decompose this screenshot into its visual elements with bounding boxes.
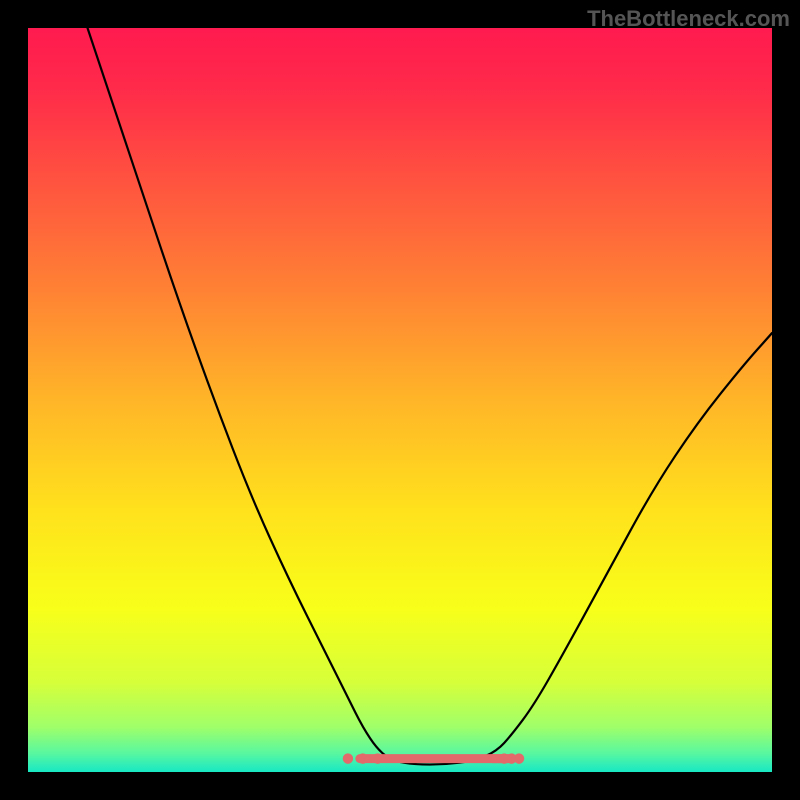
gradient-background xyxy=(28,28,772,772)
bottom-marker-dot xyxy=(514,753,524,763)
plot-svg xyxy=(28,28,772,772)
bottom-marker-dot xyxy=(372,753,382,763)
bottom-marker-dot xyxy=(358,753,368,763)
bottom-marker-dot xyxy=(343,753,353,763)
plot-area xyxy=(28,28,772,772)
chart-root: TheBottleneck.com xyxy=(0,0,800,800)
